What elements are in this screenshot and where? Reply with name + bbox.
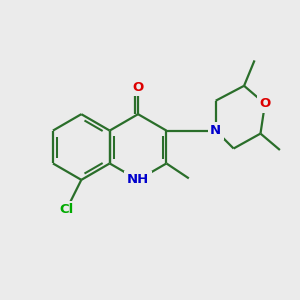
Text: N: N: [210, 124, 221, 137]
Text: NH: NH: [127, 173, 149, 186]
Text: Cl: Cl: [59, 203, 74, 216]
Text: O: O: [132, 81, 144, 94]
Text: O: O: [259, 97, 271, 110]
